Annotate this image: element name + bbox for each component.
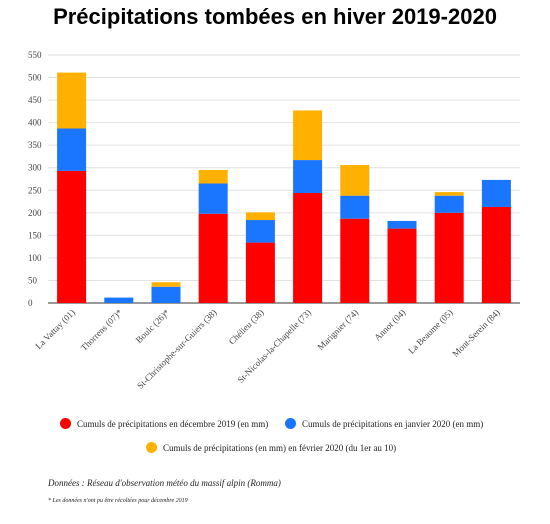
y-tick-label: 550 bbox=[28, 50, 42, 60]
footnote: * Les données n'ont pu être récoltées po… bbox=[48, 498, 188, 504]
y-tick-label: 500 bbox=[28, 73, 42, 83]
legend-item-january: Cumuls de précipitations en janvier 2020… bbox=[285, 418, 483, 429]
legend-label-february: Cumuls de précipitations (en mm) en févr… bbox=[163, 442, 397, 453]
y-tick-label: 450 bbox=[28, 95, 42, 105]
bar-segment bbox=[340, 195, 370, 219]
category-label: Marignier (74) bbox=[316, 307, 361, 352]
bar-segment bbox=[245, 220, 275, 243]
chart-title: Précipitations tombées en hiver 2019-202… bbox=[53, 4, 497, 29]
y-tick-label: 250 bbox=[28, 185, 42, 195]
legend-item-february: Cumuls de précipitations (en mm) en févr… bbox=[146, 442, 396, 453]
bar-segment bbox=[57, 72, 87, 129]
y-tick-label: 200 bbox=[28, 208, 42, 218]
bar-segment bbox=[245, 212, 275, 221]
bar-segment bbox=[57, 128, 87, 171]
bar-segment bbox=[245, 242, 275, 303]
bar-segment bbox=[198, 169, 228, 184]
y-tick-label: 100 bbox=[28, 253, 42, 263]
bar-segment bbox=[198, 213, 228, 303]
bar-segment bbox=[434, 195, 464, 213]
bar-segment bbox=[293, 160, 323, 193]
category-label: La Beaume (05) bbox=[406, 307, 454, 355]
category-label: St-Christophe-sur-Guiers (38) bbox=[135, 307, 218, 390]
legend-swatch-december bbox=[60, 418, 71, 429]
grid-lines bbox=[48, 54, 520, 304]
category-label: Annot (04) bbox=[372, 307, 407, 342]
category-labels: La Vattay (01) Thorrens (07)* Boulc (26)*S… bbox=[33, 307, 502, 391]
bar-segment bbox=[387, 228, 417, 303]
bar-segment bbox=[434, 192, 464, 196]
bar-segment bbox=[151, 286, 181, 303]
bar-segment bbox=[293, 110, 323, 161]
source-text: Données : Réseau d'observation météo du … bbox=[48, 478, 281, 488]
bar-segment bbox=[434, 212, 464, 303]
bar-segment bbox=[481, 206, 511, 303]
bar-segment bbox=[151, 282, 181, 287]
bar-segment bbox=[481, 179, 511, 207]
y-tick-label: 400 bbox=[28, 118, 42, 128]
y-tick-label: 150 bbox=[28, 230, 42, 240]
legend-label-january: Cumuls de précipitations en janvier 2020… bbox=[302, 418, 484, 429]
legend-swatch-february bbox=[146, 442, 157, 453]
bars bbox=[57, 72, 511, 303]
bar-segment bbox=[340, 165, 370, 196]
y-tick-label: 350 bbox=[28, 140, 42, 150]
bar-segment bbox=[293, 192, 323, 303]
category-label: La Vattay (01) bbox=[33, 307, 77, 351]
bar-segment bbox=[57, 170, 87, 303]
legend-item-december: Cumuls de précipitations en décembre 201… bbox=[60, 418, 268, 429]
y-tick-label: 50 bbox=[28, 275, 38, 285]
category-label: Chélieu (38) bbox=[227, 307, 266, 346]
y-tick-labels: 0 50 100 150 200 250 300 350 400 450 500 550 bbox=[28, 50, 42, 308]
bar-segment bbox=[387, 220, 417, 229]
bar-segment bbox=[104, 297, 134, 303]
bar-segment bbox=[198, 183, 228, 214]
y-tick-label: 300 bbox=[28, 163, 42, 173]
legend-swatch-january bbox=[285, 418, 296, 429]
bar-segment bbox=[340, 218, 370, 303]
y-tick-label: 0 bbox=[28, 298, 33, 308]
legend-label-december: Cumuls de précipitations en décembre 201… bbox=[77, 418, 269, 429]
category-label: Mont-Serein (84) bbox=[450, 307, 501, 358]
category-label: Thorrens (07)* bbox=[79, 307, 125, 353]
category-label: Boulc (26)* bbox=[134, 307, 172, 345]
stacked-bar-chart: 0 50 100 150 200 250 300 350 400 450 500 550 La Vat… bbox=[28, 50, 520, 391]
